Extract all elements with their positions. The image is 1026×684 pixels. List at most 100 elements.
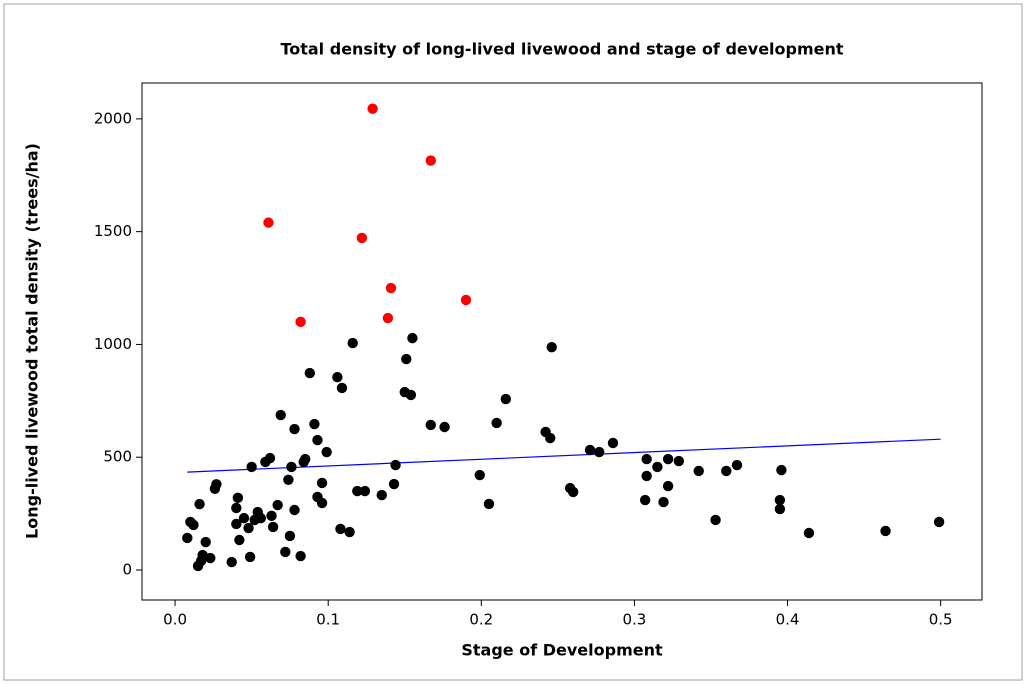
point: [284, 530, 296, 542]
point: [658, 496, 669, 508]
point: [304, 367, 316, 379]
point: [232, 492, 244, 504]
point: [425, 155, 436, 166]
point: [641, 453, 652, 465]
point: [474, 469, 485, 481]
point: [359, 485, 371, 497]
point: [639, 494, 651, 506]
point: [385, 282, 397, 294]
point: [367, 103, 378, 114]
point: [584, 444, 596, 456]
point: [439, 421, 450, 433]
point: [673, 455, 685, 467]
point: [188, 519, 199, 531]
point: [407, 332, 418, 344]
point: [405, 389, 417, 401]
point: [460, 294, 472, 306]
point: [731, 459, 743, 471]
point: [275, 409, 286, 421]
point: [774, 503, 786, 515]
y-axis-label: Long-lived livewood total density (trees…: [23, 143, 42, 539]
y-tick-label: 2000: [94, 109, 132, 127]
point: [264, 452, 276, 464]
point: [693, 465, 704, 477]
x-tick-label: 0.5: [929, 611, 953, 629]
point: [267, 521, 279, 533]
fit-line: [187, 438, 941, 473]
point: [231, 502, 242, 514]
point: [321, 446, 332, 458]
point: [607, 437, 619, 449]
point: [356, 232, 368, 244]
point: [388, 478, 400, 490]
chart-title: Total density of long-lived livewood and…: [280, 40, 843, 59]
point: [255, 512, 267, 524]
point: [483, 498, 495, 510]
point: [335, 523, 346, 535]
point: [933, 516, 945, 528]
point: [332, 371, 343, 383]
point: [244, 551, 256, 563]
point: [295, 550, 306, 562]
point: [231, 518, 242, 530]
point: [182, 532, 193, 544]
y-tick-label: 500: [103, 448, 132, 466]
point: [347, 337, 358, 349]
x-tick-label: 0.0: [163, 611, 187, 629]
point: [546, 341, 557, 353]
point: [266, 510, 277, 522]
point: [352, 485, 363, 497]
point: [309, 418, 320, 430]
point: [280, 546, 291, 558]
point: [243, 522, 254, 534]
point: [880, 525, 891, 537]
point: [500, 393, 512, 405]
point: [295, 316, 306, 328]
point: [545, 432, 556, 444]
point: [721, 465, 732, 477]
point: [194, 498, 205, 510]
point: [401, 353, 412, 365]
x-tick-label: 0.3: [622, 611, 646, 629]
point: [300, 453, 311, 465]
point: [662, 480, 674, 492]
point: [376, 489, 387, 501]
x-tick-label: 0.1: [316, 611, 340, 629]
point: [316, 497, 328, 509]
point: [316, 477, 328, 489]
y-tick-label: 1500: [94, 222, 132, 240]
point: [226, 556, 237, 568]
point: [662, 453, 674, 465]
point: [776, 464, 787, 476]
point: [652, 461, 663, 473]
point: [382, 312, 394, 324]
point: [710, 514, 721, 526]
point: [774, 494, 786, 506]
point: [205, 552, 216, 564]
point: [272, 499, 283, 511]
plot-area: [141, 82, 983, 601]
point: [246, 461, 257, 473]
point: [425, 419, 436, 431]
point: [289, 423, 300, 435]
y-tick-label: 1000: [94, 335, 132, 353]
point: [803, 527, 815, 539]
point: [289, 504, 300, 516]
x-tick-label: 0.4: [776, 611, 800, 629]
point: [594, 446, 605, 458]
point: [641, 470, 652, 482]
y-tick-label: 0: [122, 560, 132, 578]
point: [286, 461, 297, 473]
point: [344, 526, 355, 538]
point: [491, 417, 502, 429]
point: [312, 434, 323, 446]
point: [234, 534, 245, 546]
point: [200, 536, 211, 548]
point: [263, 217, 274, 228]
point: [390, 459, 401, 471]
point: [238, 512, 250, 524]
point: [567, 486, 579, 498]
x-axis-label: Stage of Development: [461, 641, 663, 660]
point: [209, 483, 221, 494]
